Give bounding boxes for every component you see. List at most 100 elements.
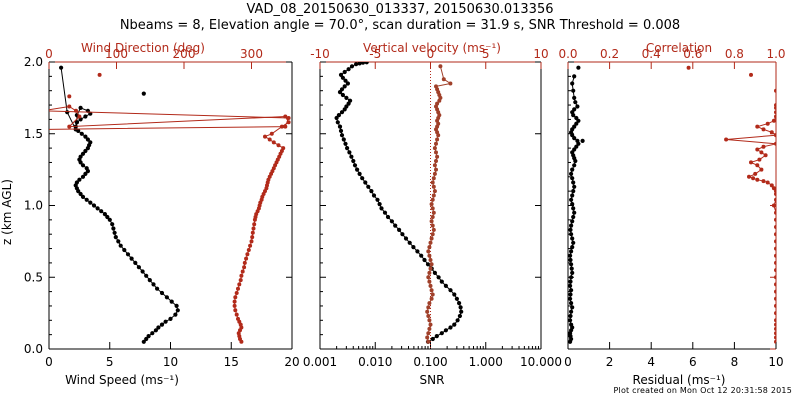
snr-point (339, 110, 345, 115)
snr-point (422, 257, 427, 263)
residual-point (570, 236, 575, 241)
wind-speed-point (80, 194, 86, 199)
residual-point (572, 124, 577, 129)
wind-direction-point (67, 104, 72, 109)
vertical-velocity-point (434, 84, 438, 89)
snr-point (351, 158, 356, 164)
wind-speed-point (163, 319, 168, 324)
wind-direction-point (276, 143, 281, 148)
wind-speed-point (159, 322, 165, 327)
wind-speed-point (80, 151, 86, 156)
wind-speed-point (102, 212, 107, 217)
residual-point (572, 163, 577, 168)
correlation-point (724, 137, 729, 142)
wind-direction-point (245, 252, 250, 257)
wind-direction-point (236, 286, 240, 291)
correlation-point (771, 186, 776, 191)
wind-direction-point (239, 273, 244, 278)
residual-point (571, 214, 576, 220)
correlation-point (769, 183, 774, 188)
wind-direction-point (233, 295, 238, 300)
wind-speed-point (175, 308, 180, 313)
vertical-velocity-point (429, 262, 434, 267)
wind-speed-point (78, 105, 83, 110)
residual-point (571, 240, 576, 245)
snr-point (342, 69, 347, 75)
correlation-point (765, 121, 770, 126)
snr-point (377, 202, 382, 207)
correlation-point (765, 180, 770, 185)
top-tick-label: 100 (105, 47, 128, 61)
correlation-point (774, 296, 776, 301)
wind-direction-isolated-point (97, 72, 102, 77)
wind-direction-point (249, 239, 254, 244)
correlation-point (774, 103, 776, 108)
residual-point (574, 115, 579, 121)
wind-direction-point (248, 243, 253, 248)
vertical-velocity-point (429, 296, 434, 301)
wind-speed-point (173, 312, 178, 317)
wind-direction-axis-label: Wind Direction (deg) (81, 41, 205, 55)
top-tick-label: 5 (482, 47, 490, 61)
wind-speed-point (83, 114, 88, 119)
wind-speed-point (65, 110, 70, 115)
vertical-velocity-point (441, 77, 446, 82)
correlation-point (774, 289, 776, 294)
snr-point (452, 292, 457, 297)
wind-speed-point (88, 140, 93, 145)
snr-point (363, 180, 368, 185)
correlation-point (759, 167, 764, 172)
residual-point (572, 184, 577, 189)
vertical-velocity-point (430, 232, 435, 237)
x-tick-label: 10.000 (520, 355, 562, 369)
wind-direction-point (251, 226, 256, 231)
wind-speed-point (113, 235, 118, 240)
snr-axis-label: SNR (420, 373, 445, 387)
correlation-point (755, 163, 760, 168)
residual-point (568, 296, 573, 301)
residual-point (571, 206, 576, 211)
x-tick-label: 1.000 (469, 355, 503, 369)
x-tick-label: 5 (106, 355, 114, 369)
x-tick-label: 15 (224, 355, 239, 369)
correlation-point (761, 179, 766, 184)
top-tick-label: 200 (173, 47, 196, 61)
snr-point (443, 328, 448, 333)
wind-direction-point (74, 108, 78, 113)
wind-speed-point (79, 131, 84, 136)
residual-point (569, 288, 574, 293)
residual-isolated-point (580, 138, 585, 143)
x-tick-label: 0 (564, 355, 572, 369)
snr-point (425, 262, 431, 267)
chart-title: VAD_08_20150630_013337, 20150630.013356 (246, 2, 554, 17)
x-tick-label: 10 (163, 355, 178, 369)
top-tick-label: 0.0 (558, 47, 577, 61)
residual-point (568, 318, 573, 323)
correlation-line (726, 105, 776, 342)
correlation-isolated-point (686, 65, 691, 70)
residual-point (574, 144, 579, 149)
vertical-velocity-point (428, 240, 433, 245)
vertical-velocity-point (428, 283, 433, 288)
wind-speed-line (60, 67, 179, 343)
vertical-velocity-point (431, 227, 436, 232)
wind-speed-point (83, 171, 88, 176)
residual-point (569, 249, 574, 254)
vertical-velocity-point (448, 81, 453, 86)
wind-direction-point (242, 265, 247, 270)
residual-axis-label: Residual (ms⁻¹) (633, 373, 726, 387)
series-group (334, 62, 464, 344)
residual-point (570, 193, 575, 198)
top-tick-label: 0.4 (642, 47, 661, 61)
correlation-point (774, 210, 776, 215)
residual-point (570, 245, 575, 250)
y-tick-label: 0.0 (24, 342, 43, 356)
snr-point (389, 219, 394, 224)
wind-speed-point (88, 200, 93, 205)
correlation-point (774, 331, 776, 336)
residual-point (569, 275, 574, 280)
snr-point (411, 245, 416, 250)
x-tick-label: 0.001 (303, 355, 337, 369)
wind-speed-point (150, 331, 155, 336)
snr-point (403, 236, 409, 241)
